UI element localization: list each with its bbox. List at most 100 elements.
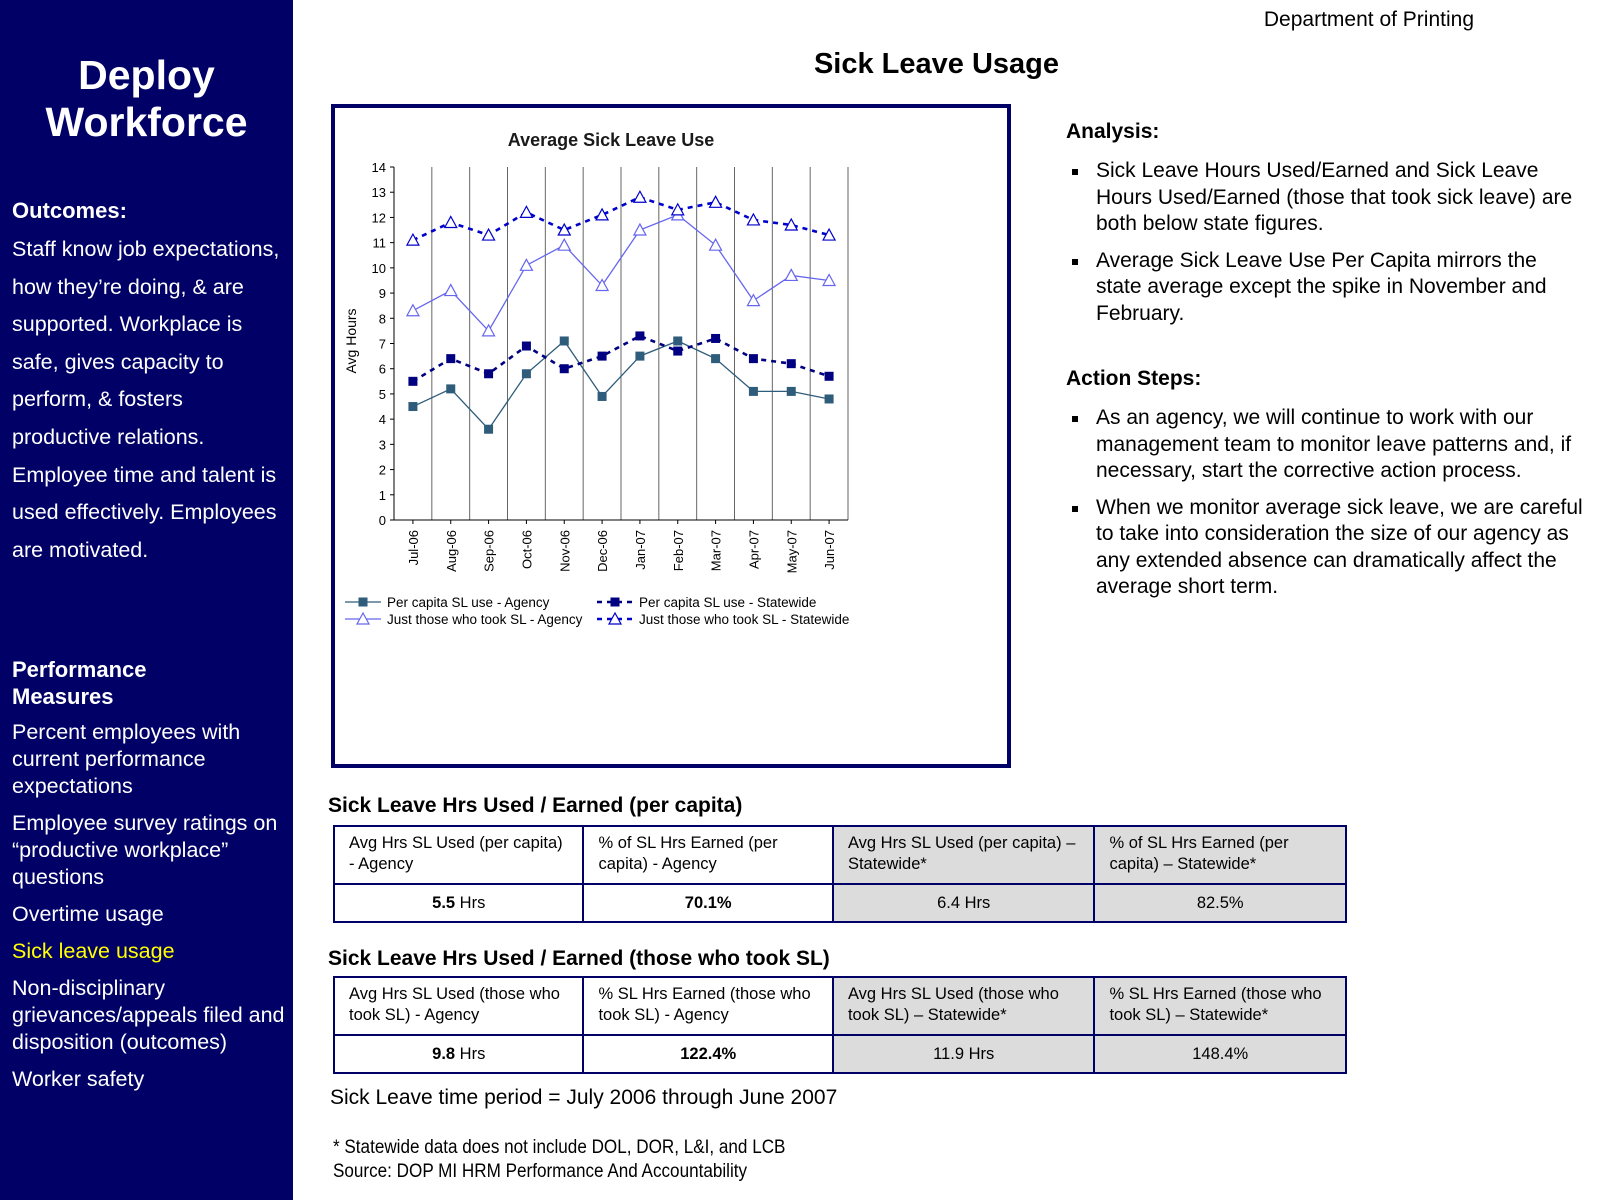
x-tick-label: Oct-06 [519, 530, 534, 569]
data-point [408, 402, 418, 412]
data-point [519, 205, 534, 218]
sidebar-title-line1: Deploy [78, 52, 215, 98]
analysis-bullet: Sick Leave Hours Used/Earned and Sick Le… [1066, 158, 1586, 238]
data-point [443, 215, 458, 229]
analysis-panel: Analysis: Sick Leave Hours Used/Earned a… [1066, 118, 1586, 611]
department-name: Department of Printing [1263, 8, 1474, 31]
measure-item-performance-expectations[interactable]: Percent employees with current performan… [12, 720, 241, 798]
data-point [711, 354, 721, 364]
time-period-note: Sick Leave time period = July 2006 throu… [330, 1086, 838, 1109]
data-point [784, 268, 799, 282]
data-point [824, 371, 834, 381]
analysis-heading: Analysis: [1066, 120, 1160, 143]
data-point [408, 376, 418, 386]
legend-label: Just those who took SL - Agency [387, 612, 583, 627]
data-point [521, 369, 531, 379]
data-point [446, 354, 456, 364]
data-point [595, 207, 610, 221]
table-value-row: 9.8 Hrs 122.4% 11.9 Hrs 148.4% [332, 1034, 1347, 1074]
statewide-note: * Statewide data does not include DOL, D… [333, 1137, 786, 1158]
y-tick-label: 14 [372, 160, 386, 175]
measures-heading: Performance Measures [12, 656, 147, 710]
outcomes-text: Staff know job expectations, how they’re… [12, 237, 280, 562]
y-tick-label: 5 [379, 387, 386, 402]
data-point [746, 212, 761, 226]
y-tick-label: 7 [379, 337, 386, 352]
data-point [521, 341, 531, 351]
x-tick-label: May-07 [784, 530, 799, 573]
y-tick-label: 4 [379, 412, 386, 427]
x-tick-label: Jan-07 [633, 530, 648, 570]
table-value-cell: 5.5 Hrs [332, 883, 585, 923]
outcomes-heading: Outcomes: [12, 198, 127, 223]
data-point [711, 333, 721, 343]
series-group [408, 331, 834, 386]
x-tick-label: Apr-07 [746, 530, 761, 569]
measure-item-grievances[interactable]: Non-disciplinary grievances/appeals file… [12, 976, 285, 1054]
data-point [559, 336, 569, 346]
legend-marker [610, 597, 620, 607]
measures-heading-line1: Performance [12, 657, 147, 682]
y-tick-label: 8 [379, 311, 386, 326]
data-point [632, 222, 647, 236]
action-step-bullet: When we monitor average sick leave, we a… [1066, 495, 1586, 601]
table-header-cell: % SL Hrs Earned (those who took SL) - Ag… [582, 976, 834, 1036]
measures-list: Percent employees with current performan… [12, 719, 292, 1103]
table-per-capita: Avg Hrs SL Used (per capita) - Agency % … [332, 825, 1347, 923]
table1-caption: Sick Leave Hrs Used / Earned (per capita… [328, 794, 743, 817]
table-value-cell: 148.4% [1093, 1034, 1347, 1074]
table-value-cell: 11.9 Hrs [831, 1034, 1096, 1074]
data-point [786, 386, 796, 396]
table-header-cell: % of SL Hrs Earned (per capita) - Agency [582, 825, 834, 885]
source-note: Source: DOP MI HRM Performance And Accou… [333, 1161, 748, 1182]
series-group [405, 190, 837, 246]
series-group [408, 336, 834, 434]
y-tick-label: 1 [379, 488, 386, 503]
data-point [484, 424, 494, 434]
data-point [708, 195, 723, 208]
legend-marker [355, 611, 371, 625]
table-header-cell: Avg Hrs SL Used (per capita) – Statewide… [831, 825, 1096, 885]
table-header-cell: % SL Hrs Earned (those who took SL) – St… [1093, 976, 1347, 1036]
measure-item-survey-ratings[interactable]: Employee survey ratings on “productive w… [12, 811, 278, 889]
data-point [519, 258, 534, 271]
data-point [824, 394, 834, 404]
data-point [557, 222, 572, 236]
data-point [708, 237, 723, 251]
data-point [597, 391, 607, 401]
data-point [786, 359, 796, 369]
data-point [822, 227, 837, 241]
measure-item-sick-leave[interactable]: Sick leave usage [12, 939, 175, 963]
sidebar-title-line2: Workforce [45, 99, 248, 145]
series-line [412, 214, 830, 332]
table-value-cell: 70.1% [582, 883, 834, 923]
table2-caption: Sick Leave Hrs Used / Earned (those who … [328, 947, 830, 970]
measure-item-worker-safety[interactable]: Worker safety [12, 1067, 145, 1091]
data-point [746, 293, 761, 307]
x-tick-label: Jul-06 [406, 530, 421, 565]
x-tick-label: Mar-07 [709, 530, 724, 571]
y-tick-label: 12 [372, 210, 386, 225]
measure-item-overtime[interactable]: Overtime usage [12, 902, 164, 926]
data-point [748, 386, 758, 396]
table-value-cell: 82.5% [1093, 883, 1347, 923]
table-header-row: Avg Hrs SL Used (those who took SL) - Ag… [332, 976, 1347, 1036]
chart-title: Average Sick Leave Use [508, 130, 714, 150]
table-header-cell: Avg Hrs SL Used (those who took SL) – St… [831, 976, 1096, 1036]
data-point [670, 202, 685, 216]
legend-marker [358, 597, 368, 607]
analysis-bullets: Sick Leave Hours Used/Earned and Sick Le… [1066, 158, 1586, 327]
action-steps-bullets: As an agency, we will continue to work w… [1066, 405, 1586, 601]
y-tick-label: 3 [379, 437, 386, 452]
data-point [559, 364, 569, 374]
value-number: 9.8 [432, 1044, 456, 1063]
x-tick-label: Sep-06 [482, 530, 497, 572]
value-unit: Hrs [455, 1044, 486, 1063]
legend-marker [607, 611, 623, 625]
x-tick-label: Jun-07 [822, 530, 837, 570]
data-point [673, 336, 683, 346]
data-point [597, 351, 607, 361]
table-those-who-took-sl: Avg Hrs SL Used (those who took SL) - Ag… [332, 976, 1347, 1074]
sidebar-title: Deploy Workforce [0, 52, 293, 146]
legend-label: Just those who took SL - Statewide [639, 612, 849, 627]
